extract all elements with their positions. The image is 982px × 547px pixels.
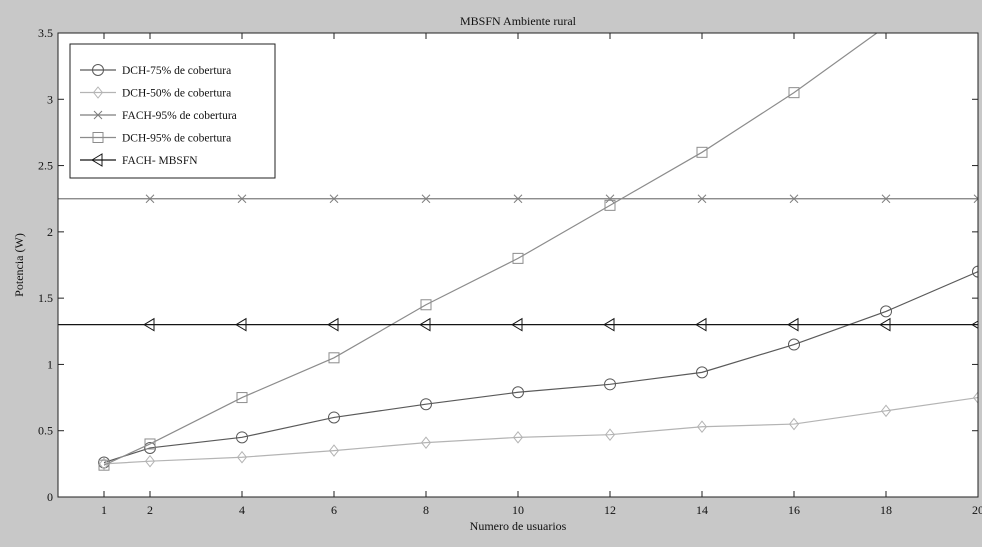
legend-label: DCH-95% de cobertura: [122, 133, 231, 145]
y-axis-label: Potencia (W): [12, 233, 26, 297]
y-tick-label: 3: [47, 92, 53, 106]
y-tick-label: 1: [47, 357, 53, 371]
x-axis-label: Numero de usuarios: [470, 519, 567, 533]
x-tick-label: 18: [880, 503, 892, 517]
legend-label: DCH-75% de cobertura: [122, 65, 231, 77]
chart-title: MBSFN Ambiente rural: [460, 14, 577, 28]
legend-label: DCH-50% de cobertura: [122, 88, 231, 100]
x-tick-label: 20: [972, 503, 982, 517]
x-tick-label: 14: [696, 503, 708, 517]
x-tick-label: 10: [512, 503, 524, 517]
legend-item: DCH-95% de cobertura: [80, 133, 231, 145]
x-tick-label: 2: [147, 503, 153, 517]
x-tick-label: 16: [788, 503, 800, 517]
data-point: [881, 21, 891, 31]
y-tick-label: 2.5: [38, 159, 53, 173]
y-tick-label: 3.5: [38, 26, 53, 40]
x-tick-label: 4: [239, 503, 245, 517]
legend: DCH-75% de cobertura DCH-50% de cobertura…: [70, 44, 275, 178]
y-tick-label: 0: [47, 490, 53, 504]
x-tick-label: 12: [604, 503, 616, 517]
legend-label: FACH-95% de cobertura: [122, 110, 237, 122]
x-tick-label: 8: [423, 503, 429, 517]
legend-label: FACH- MBSFN: [122, 155, 198, 167]
y-tick-label: 0.5: [38, 424, 53, 438]
y-tick-label: 2: [47, 225, 53, 239]
y-tick-label: 1.5: [38, 291, 53, 305]
x-tick-label: 6: [331, 503, 337, 517]
x-tick-label: 1: [101, 503, 107, 517]
